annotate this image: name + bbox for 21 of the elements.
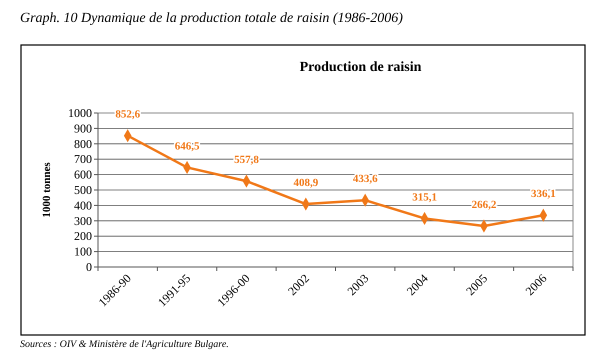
y-tick-label: 1000: [68, 106, 92, 120]
y-tick-label: 700: [74, 152, 92, 166]
y-tick-label: 800: [74, 136, 92, 151]
y-tick-label: 500: [74, 183, 92, 197]
y-tick-label: 200: [74, 229, 92, 244]
data-label: 315,1: [412, 191, 437, 204]
y-tick-label: 100: [74, 244, 92, 259]
data-label: 336,1: [530, 188, 556, 200]
y-tick-label: 300: [74, 214, 92, 228]
data-label: 852,6: [115, 108, 141, 121]
source-note: Sources : OIV & Ministère de l'Agriculture Bulgare.: [20, 339, 229, 350]
data-label: 646,5: [174, 140, 200, 152]
data-label: 433,6: [352, 173, 378, 186]
y-axis-title: 1000 tonnes: [41, 162, 53, 218]
y-tick-label: 0: [86, 260, 92, 274]
y-tick-label: 400: [74, 198, 92, 212]
chart-subtitle: Graph. 10 Dynamique de la production totale de raisin (1986-2006): [20, 11, 404, 26]
data-label: 408,9: [293, 177, 319, 190]
y-tick-label: 900: [74, 121, 92, 136]
chart-title: Production de raisin: [300, 60, 422, 75]
y-tick-label: 600: [74, 168, 92, 182]
